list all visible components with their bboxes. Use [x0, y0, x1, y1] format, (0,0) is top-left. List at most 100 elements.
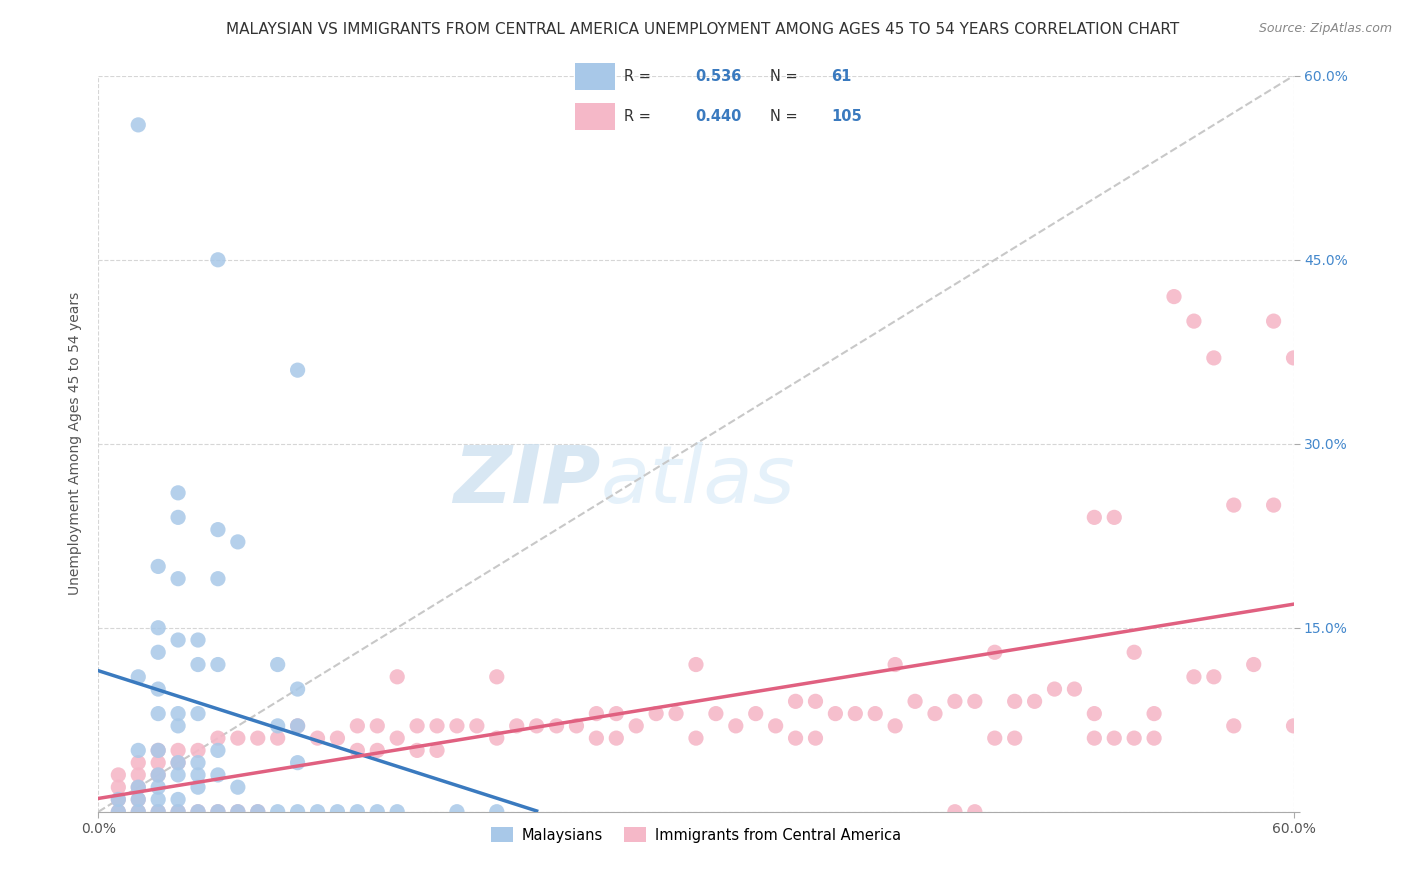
Point [1263, 314, 1285, 328]
Point [187, 633, 209, 648]
Point [546, 719, 568, 733]
Point [1282, 719, 1305, 733]
Point [366, 805, 388, 819]
Point [844, 706, 866, 721]
Point [167, 768, 190, 782]
Point [984, 731, 1007, 746]
Point [167, 719, 190, 733]
Point [526, 719, 548, 733]
Point [187, 756, 209, 770]
Point [148, 559, 170, 574]
Point [127, 768, 149, 782]
Text: 105: 105 [831, 109, 862, 124]
Point [148, 621, 170, 635]
Point [207, 768, 229, 782]
Point [207, 252, 229, 267]
Point [1104, 510, 1126, 524]
Point [943, 805, 966, 819]
Point [745, 706, 768, 721]
Point [148, 768, 170, 782]
Point [645, 706, 668, 721]
Point [148, 645, 170, 659]
Point [187, 805, 209, 819]
Point [685, 657, 707, 672]
Point [704, 706, 727, 721]
Point [385, 805, 409, 819]
Point [226, 731, 249, 746]
Text: 0.536: 0.536 [696, 69, 742, 84]
Point [1083, 731, 1105, 746]
Point [1043, 681, 1066, 696]
Point [626, 719, 648, 733]
Point [426, 719, 449, 733]
Point [167, 743, 190, 757]
Point [406, 719, 429, 733]
Point [226, 805, 249, 819]
Point [107, 805, 129, 819]
Point [148, 743, 170, 757]
Point [127, 780, 149, 795]
Point [366, 719, 388, 733]
Point [724, 719, 747, 733]
Point [1004, 694, 1026, 708]
Point [226, 534, 249, 549]
Point [1223, 719, 1246, 733]
Point [167, 485, 190, 500]
Point [943, 694, 966, 708]
Point [1202, 670, 1225, 684]
Point [585, 706, 607, 721]
Point [207, 805, 229, 819]
Point [107, 792, 129, 806]
Point [107, 780, 129, 795]
Point [148, 706, 170, 721]
Point [267, 731, 290, 746]
Point [485, 731, 508, 746]
Point [187, 780, 209, 795]
Point [426, 743, 449, 757]
Point [167, 510, 190, 524]
Point [148, 681, 170, 696]
Point [187, 657, 209, 672]
Point [1243, 657, 1265, 672]
Point [246, 805, 269, 819]
Point [127, 805, 149, 819]
Point [167, 706, 190, 721]
Point [107, 768, 129, 782]
Point [207, 731, 229, 746]
Point [785, 694, 807, 708]
Point [605, 706, 627, 721]
Point [485, 670, 508, 684]
Point [267, 805, 290, 819]
Point [485, 805, 508, 819]
Point [148, 768, 170, 782]
Point [246, 731, 269, 746]
Point [207, 523, 229, 537]
Point [963, 805, 986, 819]
Point [167, 756, 190, 770]
Point [346, 743, 368, 757]
Point [287, 681, 309, 696]
Point [1163, 289, 1185, 303]
Point [127, 118, 149, 132]
Point [246, 805, 269, 819]
Text: R =: R = [624, 109, 655, 124]
Point [187, 768, 209, 782]
Point [267, 719, 290, 733]
Point [226, 805, 249, 819]
Text: N =: N = [769, 109, 801, 124]
Point [187, 743, 209, 757]
Point [1143, 706, 1166, 721]
Point [1182, 314, 1205, 328]
Point [1123, 645, 1146, 659]
Point [884, 719, 907, 733]
Point [984, 645, 1007, 659]
Point [685, 731, 707, 746]
Text: atlas: atlas [600, 442, 796, 519]
Point [1263, 498, 1285, 512]
Point [665, 706, 688, 721]
Point [287, 805, 309, 819]
Point [127, 792, 149, 806]
Point [1083, 510, 1105, 524]
Point [167, 805, 190, 819]
Point [904, 694, 927, 708]
